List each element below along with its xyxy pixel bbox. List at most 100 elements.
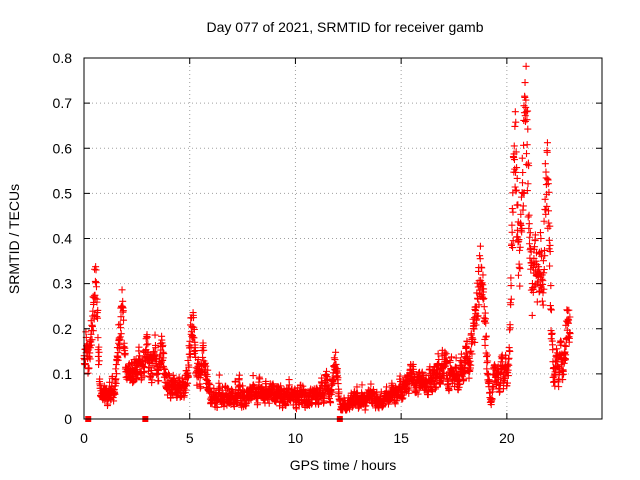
data-point-dense [94,334,102,342]
data-point-dense [160,350,168,358]
data-point-dense [541,195,549,203]
data-point-dense [547,306,555,314]
data-point-dense [526,233,534,241]
data-point [504,360,512,368]
data-point-dense [86,355,94,363]
data-point-dense [81,360,89,368]
data-point-dense [524,213,532,221]
data-point [523,116,531,124]
data-point-dense [362,402,370,410]
data-point [434,350,442,358]
data-point-dense [521,117,529,125]
data-point-dense [525,240,533,248]
data-point-dense [94,352,102,360]
data-point-dense [525,162,533,170]
y-tick-label: 0.2 [53,321,73,337]
data-point-dense [507,274,515,282]
data-point-dense [540,217,548,225]
data-point-dense [545,219,553,227]
data-point-dense [565,306,573,314]
data-point-dense [184,357,192,365]
data-point-dense [452,363,460,371]
data-point [135,343,143,351]
data-point [414,390,422,398]
data-point [110,397,118,405]
data-point-dense [114,356,122,364]
data-point [494,376,502,384]
data-point-dense [519,202,527,210]
data-point-dense [516,265,524,273]
data-point-dense [471,338,479,346]
data-point-dense [522,103,530,111]
data-point-dense [517,193,525,201]
data-point-dense [184,372,192,380]
x-tick-label: 20 [499,430,515,446]
axes [83,57,603,420]
data-point [555,383,563,391]
data-point [112,365,120,373]
data-point [189,333,197,341]
data-point-dense [215,379,223,387]
data-point-dense [151,331,159,339]
data-point-dense [335,388,343,396]
data-point-dense [154,367,162,375]
y-tick-label: 0.1 [53,366,73,382]
data-point-dense [508,205,516,213]
data-point-dense [200,346,208,354]
data-point [94,306,102,314]
data-point-dense [95,361,103,369]
data-point [477,280,485,288]
data-point-dense [284,384,292,392]
data-point-dense [560,359,568,367]
data-point-dense [85,364,93,372]
x-tick-label: 10 [288,430,304,446]
data-point [204,366,212,374]
data-point-dense [479,281,487,289]
data-point-dense [143,341,151,349]
data-point [93,313,101,321]
data-point-dense [87,330,95,338]
data-point-dense [566,330,574,338]
data-point-dense [95,357,103,365]
data-point-dense [512,118,520,126]
data-point-dense [113,370,121,378]
data-point-dense [465,374,473,382]
data-point-dense [159,341,167,349]
data-point-dense [94,314,102,322]
data-point [524,180,532,188]
data-point-dense [523,150,531,158]
data-point-dense [562,351,570,359]
data-point [510,142,518,150]
data-point-dense [88,336,96,344]
data-point-dense [501,373,509,381]
data-point [511,108,519,116]
data-point [488,395,496,403]
data-point-dense [104,400,112,408]
data-point-dense [447,353,455,361]
data-point-dense [93,295,101,303]
data-point [358,381,366,389]
data-point-dense [190,325,198,333]
data-point-dense [549,346,557,354]
data-point-dense [254,395,262,403]
data-point [480,285,488,293]
chart-title: Day 077 of 2021, SRMTID for receiver gam… [206,19,483,35]
data-point [532,249,540,257]
data-point-dense [539,257,547,265]
data-point-dense [559,376,567,384]
data-point [529,288,537,296]
data-point-dense [445,385,453,393]
data-point-dense [537,234,545,242]
data-point [476,242,484,250]
data-point [531,231,539,239]
data-point [194,356,202,364]
data-point-dense [332,360,340,368]
data-point-dense [503,379,511,387]
data-point-dense [518,154,526,162]
tick-labels: 0 0.1 0.2 0.3 0.4 0.5 0.6 0.7 0.8 0 5 10 15 20 [53,50,515,446]
data-point [516,246,524,254]
data-point-dense [86,349,94,357]
data-point [452,354,460,362]
y-tick-label: 0.6 [53,140,73,156]
data-point-dense [230,403,238,411]
